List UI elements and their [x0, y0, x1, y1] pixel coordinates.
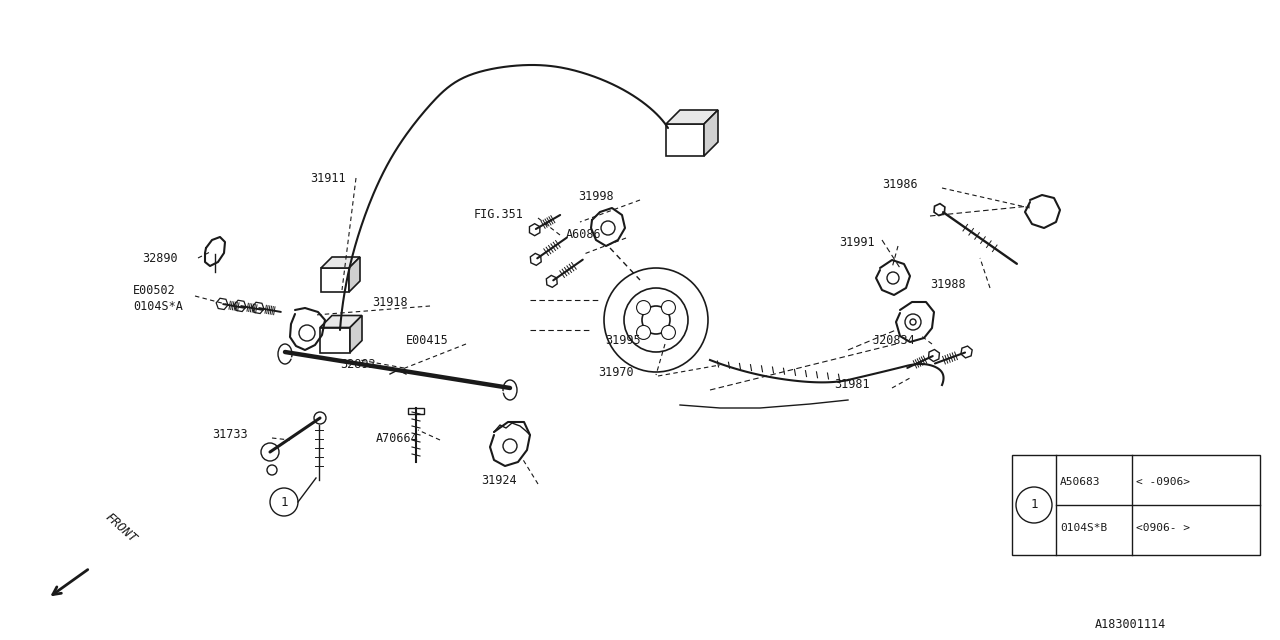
- Circle shape: [905, 314, 922, 330]
- Polygon shape: [934, 204, 945, 216]
- Circle shape: [1016, 487, 1052, 523]
- Polygon shape: [349, 316, 362, 353]
- Circle shape: [910, 319, 916, 325]
- Text: FIG.351: FIG.351: [474, 209, 524, 221]
- Polygon shape: [216, 298, 228, 310]
- Circle shape: [636, 301, 650, 314]
- Polygon shape: [530, 224, 540, 236]
- Polygon shape: [928, 349, 940, 362]
- Text: 31970: 31970: [598, 365, 634, 378]
- Text: J20834: J20834: [872, 333, 915, 346]
- Circle shape: [270, 488, 298, 516]
- Polygon shape: [321, 268, 349, 292]
- Circle shape: [625, 288, 689, 352]
- Text: A70664: A70664: [376, 431, 419, 445]
- Text: 32892: 32892: [340, 358, 375, 371]
- Text: 1: 1: [1030, 499, 1038, 511]
- Circle shape: [300, 325, 315, 341]
- Polygon shape: [547, 275, 557, 287]
- Circle shape: [662, 326, 676, 339]
- Text: 31988: 31988: [931, 278, 965, 291]
- Text: 31995: 31995: [605, 333, 640, 346]
- Circle shape: [268, 465, 276, 475]
- Circle shape: [261, 443, 279, 461]
- Text: <0906- >: <0906- >: [1137, 523, 1190, 533]
- Text: 31911: 31911: [310, 172, 346, 184]
- Circle shape: [314, 412, 326, 424]
- Text: 31986: 31986: [882, 179, 918, 191]
- Ellipse shape: [503, 380, 517, 400]
- Polygon shape: [961, 346, 973, 358]
- Text: 31918: 31918: [372, 296, 407, 308]
- Polygon shape: [666, 110, 718, 124]
- Polygon shape: [349, 257, 360, 292]
- Polygon shape: [530, 253, 541, 266]
- Polygon shape: [408, 408, 424, 414]
- Text: A183001114: A183001114: [1094, 618, 1166, 632]
- Polygon shape: [704, 110, 718, 156]
- Polygon shape: [321, 257, 360, 268]
- Text: FRONT: FRONT: [102, 510, 138, 545]
- Text: 31924: 31924: [481, 474, 517, 486]
- Text: 31733: 31733: [212, 429, 247, 442]
- Text: 31981: 31981: [835, 378, 869, 390]
- Polygon shape: [320, 316, 362, 328]
- Circle shape: [643, 306, 669, 334]
- Bar: [1012, 455, 1260, 555]
- Ellipse shape: [278, 344, 292, 364]
- Polygon shape: [666, 124, 704, 156]
- Text: 0104S*B: 0104S*B: [1060, 523, 1107, 533]
- Text: 31998: 31998: [579, 191, 613, 204]
- Text: A50683: A50683: [1060, 477, 1101, 487]
- Circle shape: [636, 326, 650, 339]
- Text: E00502: E00502: [133, 284, 175, 296]
- Polygon shape: [320, 328, 349, 353]
- Circle shape: [602, 221, 614, 235]
- Polygon shape: [234, 300, 246, 312]
- Text: 31991: 31991: [838, 237, 874, 250]
- Text: 32890: 32890: [142, 252, 178, 264]
- Text: E00415: E00415: [406, 333, 449, 346]
- Circle shape: [662, 301, 676, 314]
- Polygon shape: [252, 302, 264, 314]
- Text: A6086: A6086: [566, 227, 602, 241]
- Text: 1: 1: [280, 495, 288, 509]
- Circle shape: [887, 272, 899, 284]
- Circle shape: [604, 268, 708, 372]
- Circle shape: [503, 439, 517, 453]
- Text: 0104S*A: 0104S*A: [133, 300, 183, 312]
- Text: < -0906>: < -0906>: [1137, 477, 1190, 487]
